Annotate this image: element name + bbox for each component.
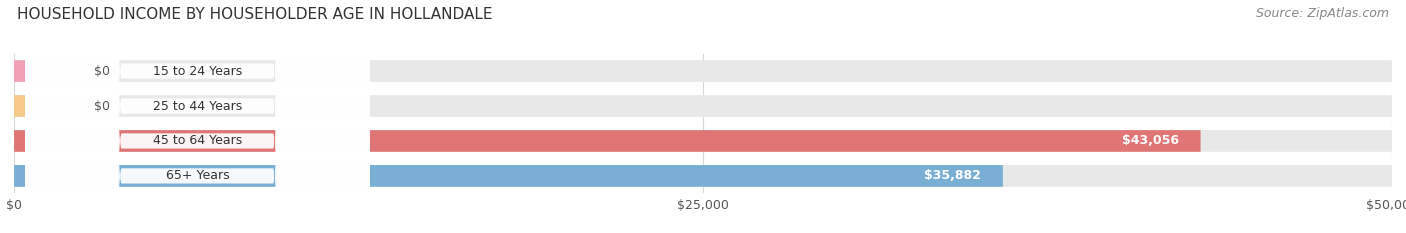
FancyBboxPatch shape: [14, 60, 75, 82]
FancyBboxPatch shape: [14, 130, 1201, 152]
Text: $0: $0: [94, 99, 110, 113]
Text: 15 to 24 Years: 15 to 24 Years: [153, 65, 242, 78]
FancyBboxPatch shape: [14, 95, 1392, 117]
FancyBboxPatch shape: [14, 165, 1392, 187]
FancyBboxPatch shape: [25, 0, 370, 233]
FancyBboxPatch shape: [14, 130, 1392, 152]
Text: $35,882: $35,882: [924, 169, 981, 182]
FancyBboxPatch shape: [14, 60, 1392, 82]
Text: $0: $0: [94, 65, 110, 78]
FancyBboxPatch shape: [25, 0, 370, 233]
FancyBboxPatch shape: [25, 0, 370, 233]
Text: HOUSEHOLD INCOME BY HOUSEHOLDER AGE IN HOLLANDALE: HOUSEHOLD INCOME BY HOUSEHOLDER AGE IN H…: [17, 7, 492, 22]
FancyBboxPatch shape: [14, 95, 75, 117]
FancyBboxPatch shape: [25, 0, 370, 233]
Text: Source: ZipAtlas.com: Source: ZipAtlas.com: [1256, 7, 1389, 20]
FancyBboxPatch shape: [14, 165, 1002, 187]
Text: $43,056: $43,056: [1122, 134, 1178, 147]
Text: 45 to 64 Years: 45 to 64 Years: [153, 134, 242, 147]
Text: 65+ Years: 65+ Years: [166, 169, 229, 182]
Text: 25 to 44 Years: 25 to 44 Years: [153, 99, 242, 113]
